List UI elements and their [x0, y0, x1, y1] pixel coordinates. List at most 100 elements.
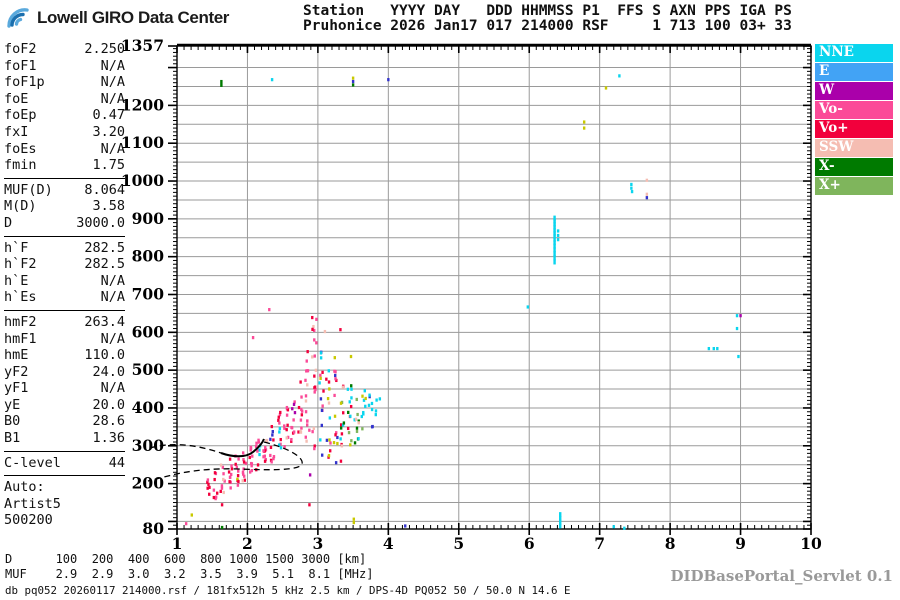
- param-hmf2: hmF2 263.4: [4, 314, 125, 331]
- y-tick-label: 400: [132, 398, 165, 417]
- param-label: foF1p: [4, 74, 45, 91]
- param-label: foEp: [4, 107, 37, 124]
- x-tick-label: 8: [665, 534, 676, 553]
- param-value: 1.36: [92, 430, 125, 447]
- param-label: foF1: [4, 57, 37, 74]
- param-label: B0: [4, 413, 21, 430]
- x-tick-label: 6: [524, 534, 535, 553]
- servlet-version-label: DIDBasePortal_Servlet 0.1: [670, 567, 893, 585]
- legend-item-x: X+: [815, 177, 893, 195]
- param-label: hmE: [4, 347, 29, 364]
- param-value: N/A: [100, 330, 125, 347]
- artist-trace: [147, 438, 303, 482]
- param-value: 44: [108, 454, 125, 471]
- artist-trace-dashed-lower: [147, 441, 303, 482]
- param-group: h`F 282.5 h`F2 282.5 h`E N/A h`Es N/A: [4, 239, 125, 311]
- param-fof2: foF2 2.250: [4, 41, 125, 58]
- muf-table: D 100 200 400 600 800 1000 1500 3000 [km…: [5, 552, 373, 581]
- param-value: 3.20: [92, 123, 125, 140]
- giro-logo: Lowell GIRO Data Center: [6, 6, 229, 30]
- param-yf2: yF2 24.0: [4, 364, 125, 381]
- y-tick-label: 800: [132, 247, 165, 266]
- y-tick-label: 900: [132, 209, 165, 228]
- param-label: h`Es: [4, 289, 37, 306]
- y-tick-label: 80: [142, 519, 164, 538]
- param-value: N/A: [100, 380, 125, 397]
- plot-frame: [176, 43, 812, 530]
- param-value: N/A: [100, 74, 125, 91]
- param-hf: h`F 282.5: [4, 240, 125, 257]
- param-label: foEs: [4, 140, 37, 157]
- x-tick-label: 9: [735, 534, 746, 553]
- station-header-values: Pruhonice 2026 Jan17 017 214000 RSF 1 71…: [303, 18, 792, 34]
- param-group: foF2 2.250 foF1 N/A foF1p N/A foE N/A foEp 0.47 fx…: [4, 40, 125, 179]
- autoscaler-info-line: Artist5: [4, 495, 61, 512]
- station-header: Station YYYY DAY DDD HHMMSS P1 FFS S AXN…: [303, 4, 792, 34]
- param-label: yF1: [4, 380, 29, 397]
- artist-trace-dashed-upper: [149, 443, 222, 454]
- param-value: N/A: [100, 289, 125, 306]
- param-label: M(D): [4, 198, 37, 215]
- param-fof1p: foF1p N/A: [4, 74, 125, 91]
- param-label: h`F2: [4, 256, 37, 273]
- param-value: N/A: [100, 90, 125, 107]
- legend-item-nne: NNE: [815, 44, 893, 62]
- legend-item-vo: Vo-: [815, 101, 893, 119]
- param-label: yF2: [4, 363, 29, 380]
- param-label: hmF2: [4, 313, 37, 330]
- status-line: db pq052 20260117 214000.rsf / 181fx512h…: [5, 584, 571, 597]
- param-value: 3.58: [92, 198, 125, 215]
- param-label: B1: [4, 430, 21, 447]
- param-value: 3000.0: [76, 214, 125, 231]
- scaled-parameters-panel: foF2 2.250 foF1 N/A foF1p N/A foE N/A foEp 0.47 fx…: [4, 40, 125, 530]
- y-tick-label: 600: [132, 322, 165, 341]
- x-axis-labels: 1 2 3 4 5 6 7 8 9 10: [172, 534, 822, 553]
- param-label: D: [4, 214, 13, 231]
- param-b1: B1 1.36: [4, 430, 125, 447]
- param-foep: foEp 0.47: [4, 107, 125, 124]
- param-value: 20.0: [92, 396, 125, 413]
- x-tick-label: 3: [312, 534, 323, 553]
- y-tick-label: 700: [132, 284, 165, 303]
- param-fmin: fmin 1.75: [4, 157, 125, 174]
- param-fxi: fxI 3.20: [4, 124, 125, 141]
- param-value: N/A: [100, 140, 125, 157]
- param-value: 282.5: [84, 239, 125, 256]
- param-he: h`E N/A: [4, 273, 125, 290]
- x-tick-label: 10: [800, 534, 822, 553]
- y-tick-label: 1000: [121, 171, 164, 190]
- y-tick-label: 500: [132, 360, 165, 379]
- param-group: Auto: Artist5 500200: [4, 478, 125, 530]
- param-value: 2.250: [84, 41, 125, 57]
- station-header-columns: Station YYYY DAY DDD HHMMSS P1 FFS S AXN…: [303, 3, 792, 19]
- x-tick-label: 4: [383, 534, 394, 553]
- param-group: C-level 44: [4, 454, 125, 477]
- param-value: 24.0: [92, 363, 125, 380]
- param-ye: yE 20.0: [4, 397, 125, 414]
- param-label: MUF(D): [4, 181, 53, 198]
- param-label: C-level: [4, 454, 61, 471]
- param-value: N/A: [100, 57, 125, 74]
- logo-text: Lowell GIRO Data Center: [37, 8, 230, 27]
- y-axis-labels: 80 200 300 400 500 600 700 800 900 1000 1100 1200 13…: [121, 36, 164, 538]
- param-fof1: foF1 N/A: [4, 58, 125, 75]
- y-tick-label: 1357: [121, 36, 164, 55]
- echo-type-legend: NNE E W Vo- Vo+ SSW X- X+: [815, 44, 893, 196]
- param-value: 0.47: [92, 107, 125, 124]
- param-label: h`F: [4, 239, 29, 256]
- param-group: MUF(D) 8.064 M(D) 3.58 D 3000.0: [4, 181, 125, 237]
- param-foes: foEs N/A: [4, 141, 125, 158]
- autoscaler-info-line: 500200: [4, 512, 53, 529]
- param-hmf1: hmF1 N/A: [4, 331, 125, 348]
- y-tick-label: 1100: [121, 133, 164, 152]
- y-tick-label: 1200: [121, 95, 164, 114]
- param-label: yE: [4, 396, 21, 413]
- param-d: D 3000.0: [4, 215, 125, 232]
- param-value: 282.5: [84, 256, 125, 273]
- param-hme: hmE 110.0: [4, 347, 125, 364]
- param-label: fxI: [4, 123, 29, 140]
- param-value: 110.0: [84, 347, 125, 364]
- legend-item-ssw: SSW: [815, 139, 893, 157]
- param-hf2: h`F2 282.5: [4, 256, 125, 273]
